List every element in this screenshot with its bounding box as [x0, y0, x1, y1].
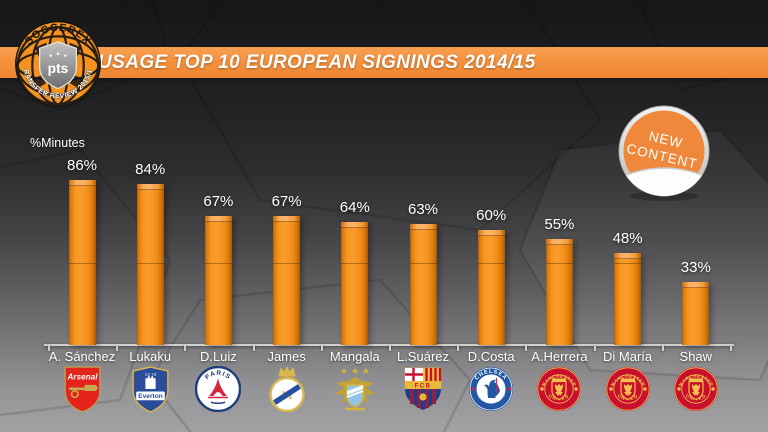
psg-crest-icon: PARIS	[189, 364, 247, 414]
bar-value-label: 60%	[476, 207, 507, 224]
bar-value-label: 86%	[66, 157, 98, 174]
axis-tick	[729, 344, 732, 351]
category-label: L.Suárez	[396, 349, 450, 364]
axis-tick	[525, 344, 528, 351]
page-title: USAGE TOP 10 EUROPEAN SIGNINGS 2014/15	[98, 51, 536, 73]
svg-text:FCB: FCB	[415, 384, 432, 390]
category-label: Shaw	[679, 349, 713, 364]
bar-gridline	[204, 263, 232, 264]
bar-value-label: 84%	[135, 161, 166, 178]
bar	[68, 180, 96, 345]
bar	[682, 282, 710, 345]
category-label: Mangala	[329, 349, 380, 364]
soccerex-logo: SOCCEREX pts TRANSFER REVIEW 2015/16	[12, 18, 101, 107]
y-axis-label: %Minutes	[30, 136, 85, 150]
logo-pts-text: pts	[48, 61, 69, 76]
axis-tick	[47, 344, 50, 351]
bar-value-label: 33%	[680, 259, 711, 276]
axis-tick	[252, 344, 255, 351]
man-city-crest-icon: ★ ★ ★	[326, 364, 384, 414]
bar-value-label: 63%	[407, 201, 439, 218]
new-content-badge: NEW CONTENT	[618, 105, 710, 201]
category-label: D.Luiz	[199, 349, 237, 364]
arsenal-crest-icon: Arsenal	[53, 364, 111, 414]
svg-text:18 78: 18 78	[144, 372, 156, 377]
bar-gridline	[136, 263, 164, 264]
category-label: A.Herrera	[531, 349, 588, 364]
logo-shield	[38, 41, 78, 90]
category-label: Di María	[603, 349, 653, 364]
bar-gridline	[273, 263, 301, 264]
category-label: Lukaku	[129, 349, 172, 364]
bar-gridline	[68, 263, 96, 264]
header-banner: USAGE TOP 10 EUROPEAN SIGNINGS 2014/15	[0, 47, 768, 78]
real-madrid-crest-icon: M	[258, 364, 316, 414]
bar	[477, 230, 505, 345]
bar-value-label: 48%	[612, 230, 643, 247]
bar-gridline	[341, 263, 369, 264]
category-label: James	[267, 349, 306, 364]
bar	[614, 253, 642, 345]
bar	[136, 184, 164, 345]
bar-value-label: 67%	[203, 193, 234, 210]
axis-tick	[320, 344, 323, 351]
bar-gridline	[409, 263, 437, 264]
axis-tick	[457, 344, 460, 351]
man-utd-crest-icon: MANCHESTERUNITED	[667, 364, 725, 414]
svg-text:★ ★ ★: ★ ★ ★	[340, 367, 370, 377]
svg-text:PARIS: PARIS	[204, 370, 232, 381]
axis-tick	[593, 344, 596, 351]
barcelona-crest-icon: FCB	[394, 364, 452, 414]
man-utd-crest-icon: MANCHESTERUNITED	[599, 364, 657, 414]
bar	[545, 239, 573, 345]
axis-tick	[116, 344, 119, 351]
everton-crest-icon: 18 78 Everton	[121, 364, 179, 414]
axis-tick	[388, 344, 391, 351]
bar	[204, 216, 232, 345]
bar	[409, 224, 437, 345]
bar-value-label: 55%	[544, 216, 575, 233]
chelsea-crest-icon: CHELSEA FOOTBALL CLUB	[462, 364, 520, 414]
bar-value-label: 67%	[271, 193, 302, 210]
bar-gridline	[545, 263, 573, 264]
bar-gridline	[477, 263, 505, 264]
svg-text:Everton: Everton	[138, 393, 163, 400]
axis-tick	[184, 344, 187, 351]
man-utd-crest-icon: MANCHESTERUNITED	[530, 364, 588, 414]
category-label: D.Costa	[467, 349, 515, 364]
bar-value-label: 64%	[339, 199, 370, 216]
axis-tick	[661, 344, 664, 351]
bar	[273, 216, 301, 345]
bar	[341, 222, 369, 345]
bar-gridline	[614, 263, 642, 264]
svg-text:Arsenal: Arsenal	[66, 372, 98, 381]
category-label: A. Sánchez	[48, 349, 116, 364]
